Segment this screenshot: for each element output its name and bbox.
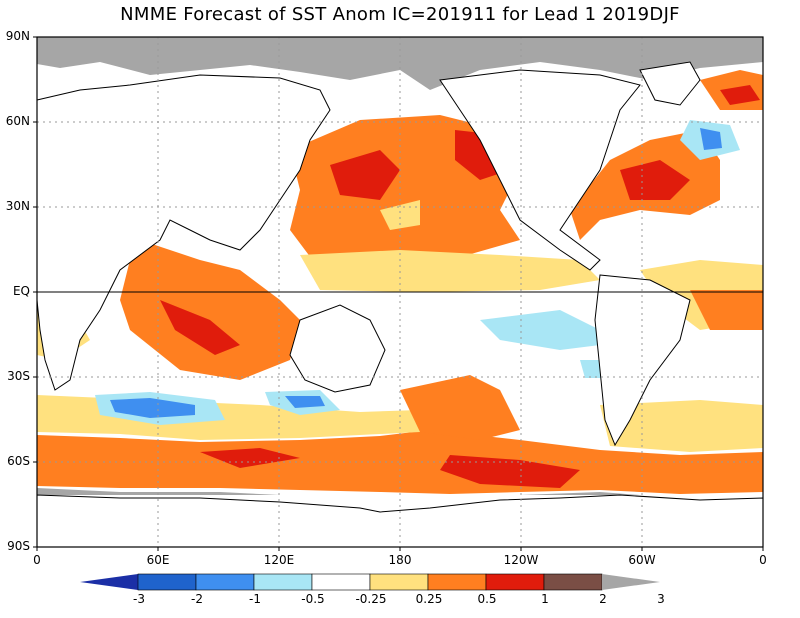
- colorbar-swatch: [369, 573, 429, 591]
- lat-label-30n: 30N: [5, 199, 30, 213]
- colorbar-label: 0.5: [477, 592, 497, 606]
- colorbar-label: 0.25: [415, 592, 443, 606]
- lat-label-90s: 90S: [7, 539, 30, 553]
- lon-label-180: 180: [388, 553, 412, 567]
- plot-area: [33, 36, 764, 551]
- lon-label-60w: 60W: [628, 553, 656, 567]
- colorbar-swatch: [137, 573, 197, 591]
- colorbar-label: 2: [599, 592, 607, 606]
- colorbar-swatch: [427, 573, 487, 591]
- gridlines: [37, 37, 763, 547]
- lat-label-eq: EQ: [12, 284, 30, 298]
- colorbar-label: -2: [191, 592, 203, 606]
- colorbar-swatch: [253, 573, 313, 591]
- colorbar-label: 3: [657, 592, 665, 606]
- lat-label-60s: 60S: [7, 454, 30, 468]
- lat-label-90n: 90N: [5, 29, 30, 43]
- colorbar-label: 1: [541, 592, 549, 606]
- lon-label-120e: 120E: [263, 553, 295, 567]
- colorbar: [80, 573, 660, 591]
- colorbar-label: -1: [249, 592, 261, 606]
- colorbar-label: -0.5: [301, 592, 325, 606]
- colorbar-label: -0.25: [355, 592, 387, 606]
- colorbar-swatch: [80, 574, 138, 590]
- colorbar-swatch: [195, 573, 255, 591]
- lon-label-0: 0: [33, 553, 41, 567]
- lat-label-60n: 60N: [5, 114, 30, 128]
- lon-label-0-end: 0: [759, 553, 767, 567]
- colorbar-label: -3: [133, 592, 145, 606]
- lon-label-60e: 60E: [146, 553, 170, 567]
- map-title: NMME Forecast of SST Anom IC=201911 for …: [120, 4, 680, 25]
- lat-label-30s: 30S: [7, 369, 30, 383]
- colorbar-swatch: [543, 573, 603, 591]
- lon-label-120w: 120W: [503, 553, 539, 567]
- colorbar-swatch: [485, 573, 545, 591]
- colorbar-swatch: [602, 574, 660, 590]
- colorbar-swatch: [311, 573, 371, 591]
